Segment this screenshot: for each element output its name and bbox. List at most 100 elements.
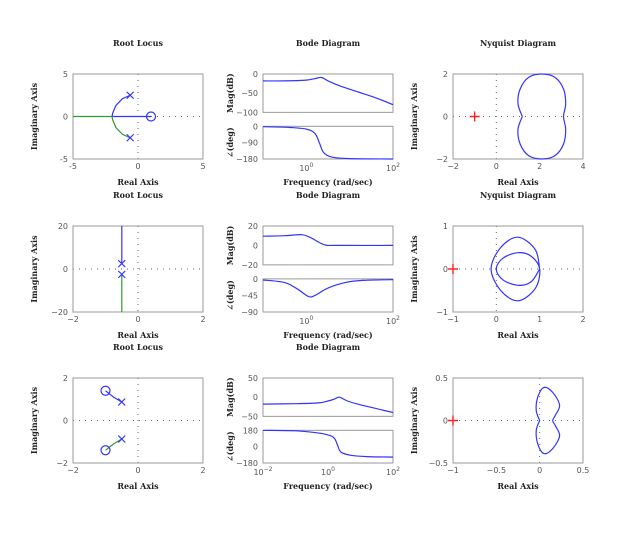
zero-marker	[100, 385, 111, 396]
x-tick-label: −2	[447, 162, 459, 171]
subplot-title: Nyquist Diagram	[480, 38, 557, 48]
phase-frame	[262, 125, 394, 160]
magnitude-frame	[262, 377, 394, 417]
phase-y-tick-label: −180	[236, 459, 258, 468]
subplot-title: Root Locus	[113, 342, 163, 352]
phase-y-tick-label: 0	[253, 443, 258, 452]
plot-frame	[72, 225, 204, 313]
mag-y-tick-label: 0	[253, 70, 258, 79]
y-tick-label: 0	[443, 113, 448, 122]
pole-marker	[126, 133, 135, 142]
y-tick-label: 0	[63, 265, 68, 274]
subplot-title: Bode Diagram	[296, 38, 361, 48]
phase-frame	[262, 429, 394, 464]
locus-branch	[111, 116, 131, 139]
x-tick-label: −2	[67, 315, 79, 324]
x-tick-label: 4	[580, 162, 585, 171]
mag-y-tick-label: −20	[241, 261, 258, 270]
x-tick-label: 100	[299, 162, 313, 173]
pole-marker	[117, 435, 126, 443]
y-tick-label: 1	[443, 222, 448, 231]
x-tick-label: 2	[580, 315, 585, 324]
y-axis-label: Imaginary Axis	[29, 235, 39, 303]
x-tick-label: 100	[299, 315, 313, 326]
pole-marker	[117, 398, 126, 406]
phase-y-tick-label: −180	[236, 155, 258, 164]
magnitude-axis-label: Mag(dB)	[225, 225, 235, 265]
x-tick-label: 0	[135, 162, 140, 171]
x-tick-label: 102	[386, 162, 400, 173]
subplot-title: Bode Diagram	[296, 190, 361, 200]
x-tick-label: −1	[447, 315, 459, 324]
x-tick-label: 10−2	[253, 466, 272, 477]
y-tick-label: −20	[51, 308, 68, 317]
x-axis-label: Real Axis	[497, 481, 539, 491]
y-tick-label: 5	[63, 70, 68, 79]
x-tick-label: 2	[200, 315, 205, 324]
subplot-title: Root Locus	[113, 190, 163, 200]
y-axis-label: Imaginary Axis	[409, 235, 419, 303]
locus-branch	[105, 438, 123, 451]
y-tick-label: 2	[443, 70, 448, 79]
locus-branch	[111, 94, 131, 117]
phase-y-tick-label: 0	[253, 122, 258, 131]
subplot-bode-5: Bode Diagram 20 0 −20 0 −45 −90 100 102 Mag(dB) ∠(…	[225, 190, 400, 340]
phase-y-tick-label: −90	[241, 139, 258, 148]
x-tick-label: −1	[447, 466, 459, 475]
x-tick-label: 5	[200, 162, 205, 171]
x-tick-label: 0	[494, 315, 499, 324]
magnitude-axis-label: Mag(dB)	[225, 73, 235, 113]
y-tick-label: 0	[63, 113, 68, 122]
x-axis-label: Frequency (rad/sec)	[283, 177, 373, 187]
nyquist-curve	[490, 236, 541, 302]
x-tick-label: 0	[494, 162, 499, 171]
zero-marker	[100, 445, 111, 456]
phase-y-tick-label: 180	[243, 426, 258, 435]
critical-point-marker	[448, 415, 458, 426]
critical-point-marker	[448, 264, 458, 274]
y-axis-label: Imaginary Axis	[29, 82, 39, 150]
x-axis-label: Real Axis	[117, 481, 159, 491]
magnitude-axis-label: Mag(dB)	[225, 377, 235, 417]
mag-y-tick-label: 20	[248, 222, 258, 231]
y-tick-label: −2	[436, 155, 448, 164]
x-tick-label: 102	[386, 315, 400, 326]
y-tick-label: −2	[56, 459, 68, 468]
y-tick-label: −0.5	[429, 459, 448, 468]
x-tick-label: 0	[135, 466, 140, 475]
x-axis-label: Frequency (rad/sec)	[283, 330, 373, 340]
mag-y-tick-label: −100	[236, 108, 258, 117]
y-tick-label: −1	[436, 308, 448, 317]
y-tick-label: 0	[443, 265, 448, 274]
phase-axis-label: ∠(deg)	[225, 280, 235, 311]
nyquist-curve	[517, 73, 567, 160]
x-tick-label: 100	[321, 466, 335, 477]
magnitude-curve	[262, 76, 394, 106]
subplot-bode-2: Bode Diagram 0 −50 −100 0 −90 −180 100 102 Mag(dB…	[225, 38, 400, 187]
plot-frame	[452, 73, 584, 160]
x-tick-label: 102	[386, 466, 400, 477]
y-axis-label: Imaginary Axis	[409, 386, 419, 454]
x-tick-label: 0	[537, 466, 542, 475]
phase-axis-label: ∠(deg)	[225, 127, 235, 158]
x-axis-label: Real Axis	[497, 330, 539, 340]
subplot-title: Root Locus	[113, 38, 163, 48]
x-axis-label: Real Axis	[497, 177, 539, 187]
subplot-root-locus-1: Root Locus -5 0 5 -5 0 5 Real Axis Imaginary Axi…	[29, 38, 206, 187]
plot-frame	[452, 225, 584, 313]
phase-curve	[262, 126, 394, 160]
pole-marker	[117, 270, 126, 279]
zero-marker	[145, 111, 157, 122]
pole-marker	[117, 259, 126, 268]
phase-y-tick-label: 0	[253, 275, 258, 284]
phase-curve	[262, 279, 394, 298]
phase-y-tick-label: −45	[241, 291, 258, 300]
magnitude-frame	[262, 73, 394, 113]
x-tick-label: 2	[537, 162, 542, 171]
subplot-nyquist-3: Nyquist Diagram −2 0 2 4 2 0 −2 Real Axis Imagina…	[409, 38, 586, 187]
x-tick-label: 0	[135, 315, 140, 324]
x-axis-label: Real Axis	[117, 330, 159, 340]
mag-y-tick-label: −50	[241, 89, 258, 98]
subplot-title: Bode Diagram	[296, 342, 361, 352]
